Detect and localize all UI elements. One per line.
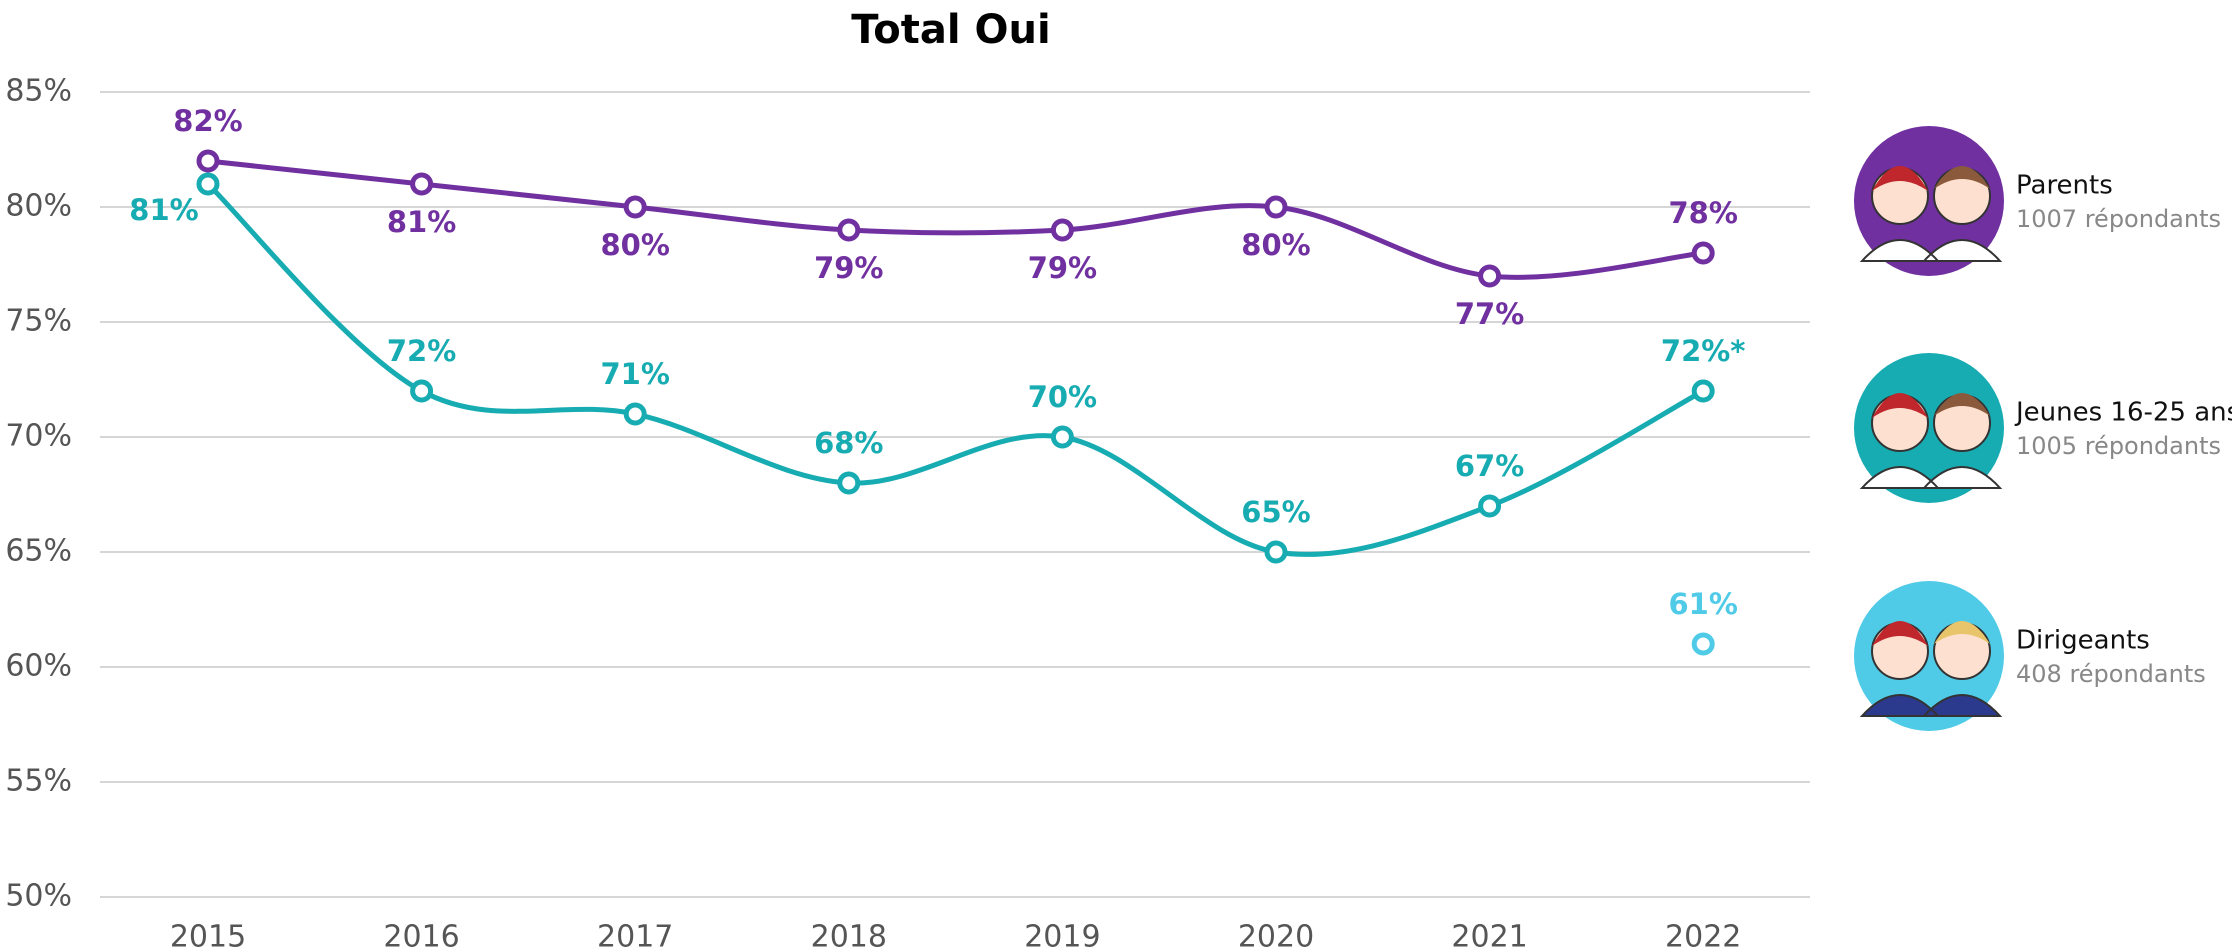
legend-hair [1934, 621, 1990, 644]
y-tick-label: 85% [5, 74, 72, 109]
data-label: 67% [1455, 449, 1524, 483]
point-marker [1050, 425, 1074, 449]
point-marker [196, 172, 220, 196]
y-tick-label: 60% [5, 649, 72, 684]
legend-label: Dirigeants [2016, 626, 2150, 656]
y-tick-label: 70% [5, 419, 72, 454]
legend-hair [1872, 166, 1928, 191]
legend-item: Jeunes 16-25 ans 1005 répondants [1854, 353, 2232, 503]
point-marker [1264, 195, 1288, 219]
data-label: 78% [1668, 196, 1737, 230]
data-label: 61% [1668, 587, 1737, 621]
legend-item: Dirigeants 408 répondants [1854, 581, 2206, 731]
point-marker [623, 402, 647, 426]
data-label: 81% [129, 193, 198, 227]
x-tick-label: 2020 [1238, 920, 1314, 951]
point-marker [1478, 494, 1502, 518]
data-label: 82% [173, 104, 242, 138]
legend-hair [1934, 166, 1990, 189]
data-label: 81% [387, 205, 456, 239]
x-tick-label: 2016 [383, 920, 459, 951]
y-tick-label: 50% [5, 879, 72, 914]
data-label: 70% [1028, 380, 1097, 414]
point-marker [1691, 632, 1715, 656]
data-label: 65% [1241, 495, 1310, 529]
legend-sublabel: 1005 répondants [2016, 432, 2221, 460]
legend-sublabel: 408 répondants [2016, 660, 2206, 688]
data-label: 72% [387, 334, 456, 368]
legend-hair [1872, 621, 1928, 646]
data-label: 72%* [1661, 334, 1746, 368]
point-marker [1264, 540, 1288, 564]
data-label: 71% [600, 357, 669, 391]
y-tick-label: 75% [5, 304, 72, 339]
point-marker [410, 379, 434, 403]
point-marker [196, 149, 220, 173]
legend-hair [1872, 393, 1928, 418]
data-label: 79% [1028, 251, 1097, 285]
x-tick-label: 2021 [1451, 920, 1527, 951]
point-marker [1691, 379, 1715, 403]
data-label: 79% [814, 251, 883, 285]
point-marker [1691, 241, 1715, 265]
data-label: 80% [600, 228, 669, 262]
point-marker [410, 172, 434, 196]
legend-label: Jeunes 16-25 ans [2014, 398, 2232, 428]
legend-item: Parents 1007 répondants [1854, 126, 2221, 276]
y-tick-label: 55% [5, 764, 72, 799]
data-label: 80% [1241, 228, 1310, 262]
legend-icon [1854, 353, 2004, 503]
y-tick-label: 65% [5, 534, 72, 569]
legend-body [1859, 466, 2003, 489]
legend-hair [1934, 393, 1990, 416]
x-tick-label: 2015 [170, 920, 246, 951]
y-tick-label: 80% [5, 189, 72, 224]
point-marker [1050, 218, 1074, 242]
legend-sublabel: 1007 répondants [2016, 205, 2221, 233]
chart-title: Total Oui [851, 7, 1050, 53]
series-line [206, 182, 1705, 557]
series-line [207, 158, 1704, 280]
data-label: 77% [1455, 297, 1524, 331]
x-tick-label: 2019 [1024, 920, 1100, 951]
legend-label: Parents [2016, 171, 2113, 201]
point-marker [837, 218, 861, 242]
x-tick-label: 2017 [597, 920, 673, 951]
data-label: 68% [814, 426, 883, 460]
x-tick-label: 2018 [811, 920, 887, 951]
x-tick-label: 2022 [1665, 920, 1741, 951]
legend-icon [1854, 581, 2004, 731]
legend-body [1859, 694, 2003, 717]
point-marker [837, 471, 861, 495]
point-marker [1478, 264, 1502, 288]
legend-body [1859, 239, 2003, 262]
legend-icon [1854, 126, 2004, 276]
point-marker [623, 195, 647, 219]
